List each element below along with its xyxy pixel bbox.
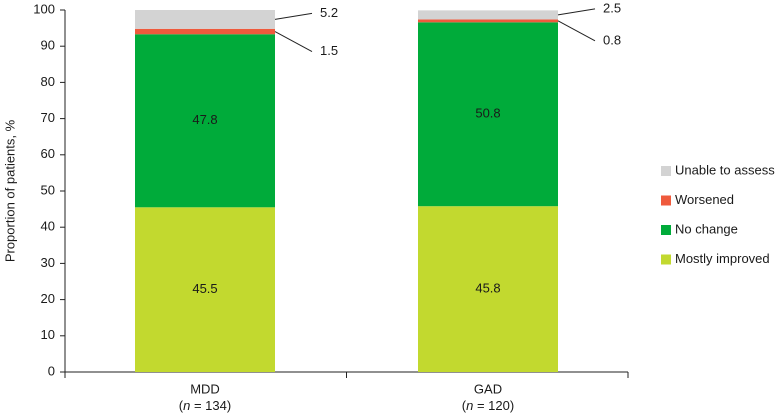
- bar-segment-mdd-unable-to-assess: [135, 10, 275, 29]
- y-tick-label: 40: [41, 219, 55, 234]
- callout-line: [274, 12, 313, 20]
- legend-label: Mostly improved: [675, 251, 770, 266]
- bar-segment-gad-unable-to-assess: [418, 10, 558, 20]
- segment-labels: 45.5 47.8 45.8 50.8: [192, 106, 500, 296]
- data-label: 50.8: [475, 106, 500, 121]
- bar-segment-mdd-worsened: [135, 28, 275, 35]
- category-n-label: (n = 134): [179, 398, 231, 413]
- data-label: 45.8: [475, 281, 500, 296]
- y-tick-label: 70: [41, 110, 55, 125]
- y-axis-title: Proportion of patients, %: [2, 119, 17, 262]
- bar-segment-gad-mostly-improved: [418, 206, 558, 372]
- callout-line: [557, 8, 596, 16]
- category-labels: MDD (n = 134) GAD (n = 120): [179, 381, 514, 413]
- callout-line: [557, 20, 596, 42]
- legend-swatch: [661, 195, 671, 206]
- callouts: 1.5 5.2 0.8 2.5: [274, 0, 621, 58]
- legend-swatch: [661, 254, 671, 265]
- legend: Unable to assess Worsened No change Mostly …: [661, 162, 775, 266]
- x-axis: [64, 371, 629, 378]
- bars: [135, 10, 558, 372]
- legend-item-unable-to-assess: Unable to assess: [661, 162, 775, 177]
- legend-swatch: [661, 225, 671, 235]
- bar-segment-mdd-mostly-improved: [135, 207, 275, 372]
- bar-segment-gad-no-change: [418, 22, 558, 207]
- data-label: 45.5: [192, 281, 217, 296]
- category-label: MDD: [190, 381, 220, 396]
- bar-segment-mdd-no-change: [135, 34, 275, 208]
- y-tick-label: 20: [41, 291, 55, 306]
- callout-label: 1.5: [320, 43, 338, 58]
- y-tick-label: 60: [41, 146, 55, 161]
- y-tick-label: 100: [33, 1, 55, 16]
- legend-item-mostly-improved: Mostly improved: [661, 251, 770, 266]
- y-tick-label: 90: [41, 38, 55, 53]
- y-tick-label: 0: [48, 363, 55, 378]
- data-label: 47.8: [192, 112, 217, 127]
- y-tick-label: 80: [41, 74, 55, 89]
- category-label: GAD: [474, 381, 502, 396]
- legend-item-no-change: No change: [661, 221, 738, 236]
- legend-item-worsened: Worsened: [661, 192, 734, 207]
- callout-label: 0.8: [603, 32, 621, 47]
- y-tick-label: 10: [41, 327, 55, 342]
- legend-label: Unable to assess: [675, 162, 775, 177]
- y-tick-label: 30: [41, 255, 55, 270]
- legend-label: No change: [675, 221, 738, 236]
- callout-label: 2.5: [603, 0, 621, 15]
- legend-label: Worsened: [675, 192, 734, 207]
- callout-line: [274, 31, 313, 52]
- category-n-label: (n = 120): [462, 398, 514, 413]
- callout-label: 5.2: [320, 5, 338, 20]
- y-axis: 0 10 20 30 40 50 60 70 80 90 100: [33, 1, 66, 378]
- bar-segment-gad-worsened: [418, 19, 558, 23]
- legend-swatch: [661, 166, 671, 176]
- y-tick-label: 50: [41, 182, 55, 197]
